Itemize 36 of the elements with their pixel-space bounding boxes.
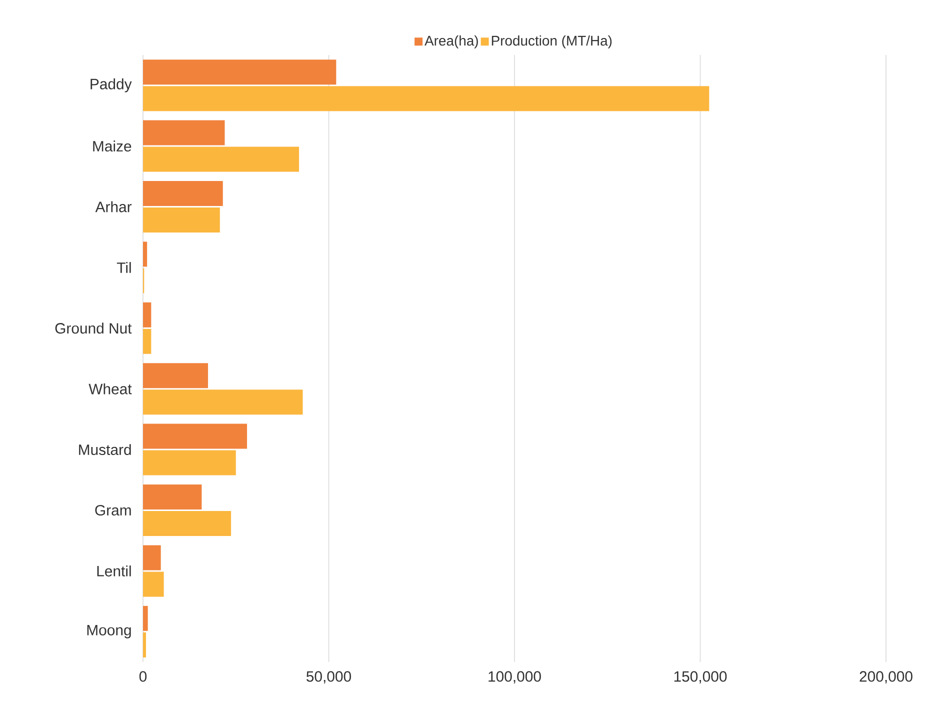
bar xyxy=(143,86,710,112)
bar xyxy=(143,180,223,206)
y-tick-label: Moong xyxy=(87,624,131,638)
bar xyxy=(143,424,248,449)
bar xyxy=(143,120,225,146)
bar xyxy=(143,302,152,328)
x-tick-label: 100,000 xyxy=(488,671,541,684)
bar xyxy=(143,484,202,510)
bar xyxy=(143,242,148,267)
y-tick-label: Lentil xyxy=(97,565,131,576)
y-tick-label: Ground Nut xyxy=(55,322,132,334)
bar xyxy=(143,390,303,415)
bar xyxy=(143,572,164,597)
bar xyxy=(143,450,236,476)
legend-label: Area(ha) xyxy=(424,35,478,48)
y-tick-label: Til xyxy=(116,262,131,273)
y-tick-label: Gram xyxy=(95,504,131,516)
bar xyxy=(143,60,336,85)
bar xyxy=(143,606,148,631)
legend-label: Production (MT/Ha) xyxy=(492,35,612,48)
x-tick-label: 0 xyxy=(139,671,147,682)
y-tick-label: Wheat xyxy=(88,383,132,394)
y-tick-label: Arhar xyxy=(95,201,132,212)
bar xyxy=(143,363,208,388)
bar xyxy=(143,545,161,570)
bar xyxy=(143,328,152,354)
y-tick-label: Mustard xyxy=(79,444,131,456)
bar xyxy=(143,146,300,172)
x-tick-label: 150,000 xyxy=(674,671,727,684)
x-tick-label: 200,000 xyxy=(860,671,912,684)
y-tick-label: Maize xyxy=(93,140,132,152)
x-tick-label: 50,000 xyxy=(306,671,352,684)
bar xyxy=(143,207,220,232)
y-tick-label: Paddy xyxy=(90,78,132,92)
bar xyxy=(143,511,232,536)
bar xyxy=(143,632,146,658)
